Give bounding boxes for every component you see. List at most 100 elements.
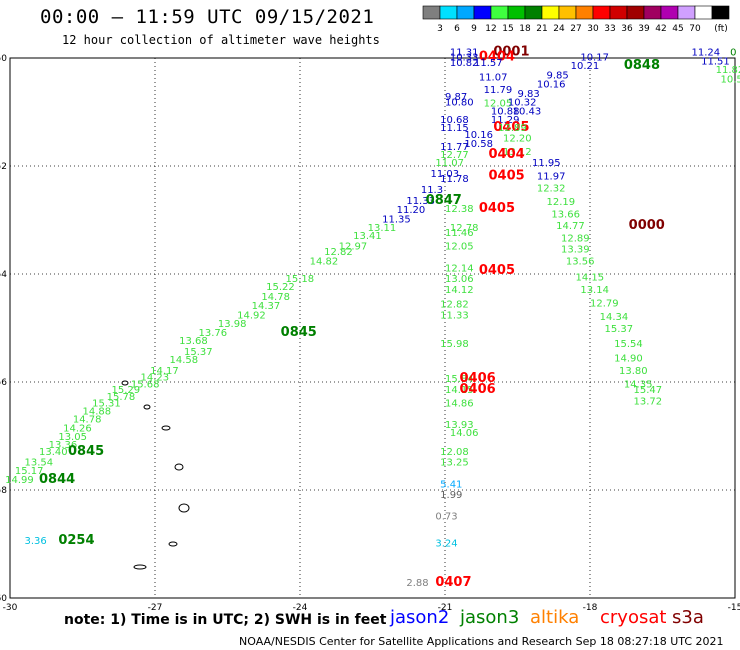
wave-height-label: 14.90 <box>614 353 643 364</box>
y-tick-label: -58 <box>0 486 7 496</box>
wave-height-label: 14.58 <box>170 355 199 366</box>
colorbar-swatch <box>711 5 730 20</box>
satellite-jason3: jason3 <box>460 607 520 628</box>
colorbar-swatch <box>677 5 696 20</box>
wave-height-label: 11.46 <box>445 228 474 239</box>
colorbar-label: 45 <box>672 24 683 34</box>
wave-height-label: 11.79 <box>484 85 513 96</box>
colorbar-label: 18 <box>519 24 531 34</box>
wave-height-label: 14.78 <box>261 292 290 303</box>
island-outline <box>168 541 178 547</box>
wave-height-label: 11.35 <box>382 215 411 226</box>
wave-height-label: 13.56 <box>566 256 595 267</box>
colorbar-label: 12 <box>485 24 496 34</box>
wave-height-label: 13.80 <box>619 366 648 377</box>
wave-height-label: 14.99 <box>5 475 34 486</box>
pass-time-label: 0405 <box>493 120 529 135</box>
wave-height-label: 0 <box>730 47 736 58</box>
pass-time-label: 0001 <box>493 44 529 59</box>
x-tick-label: -21 <box>438 603 453 613</box>
colorbar-label: 6 <box>454 24 460 34</box>
wave-height-label: 10.32 <box>508 98 537 109</box>
wave-height-label: 0.73 <box>435 512 457 523</box>
colorbar-label: 39 <box>638 24 650 34</box>
pass-time-label: 0847 <box>426 193 462 208</box>
wave-height-label: 11.82 <box>716 65 740 76</box>
colorbar-label: 27 <box>570 24 581 34</box>
y-tick-label: -56 <box>0 378 7 388</box>
credit-line: NOAA/NESDIS Center for Satellite Applica… <box>239 635 724 648</box>
wave-height-label: 13.14 <box>580 285 609 296</box>
y-tick-label: -54 <box>0 270 7 280</box>
wave-height-label: 11.24 <box>692 47 721 58</box>
wave-height-label: 13.98 <box>218 319 247 330</box>
pass-time-label: 0845 <box>68 444 104 459</box>
pass-time-label: 0406 <box>460 371 496 386</box>
island-outline <box>174 463 184 471</box>
wave-height-label: 14.17 <box>150 366 179 377</box>
wave-height-label: 11.29 <box>491 115 520 126</box>
wave-height-label: 12.97 <box>339 242 368 253</box>
island-outline <box>178 503 190 513</box>
footnote: note: 1) Time is in UTC; 2) SWH is in fe… <box>64 612 387 628</box>
colorbar-label: 15 <box>502 24 513 34</box>
wave-height-label: 5.41 <box>440 479 462 490</box>
wave-height-label: 10.82 <box>450 58 479 69</box>
wave-height-label: 15.54 <box>614 339 643 350</box>
wave-height-label: 12.14 <box>445 263 474 274</box>
wave-height-label: 11.07 <box>479 73 508 84</box>
wave-height-label: 12.78 <box>450 223 479 234</box>
wave-height-label: 13.54 <box>25 458 54 469</box>
colorbar-label: 30 <box>587 24 599 34</box>
wave-height-label: 12.32 <box>537 183 566 194</box>
wave-height-label: 11.95 <box>532 158 561 169</box>
pass-time-label: 0404 <box>489 147 525 162</box>
wave-height-label: 15.17 <box>15 466 44 477</box>
wave-height-label: 14.78 <box>73 415 102 426</box>
pass-time-label: 0844 <box>39 472 75 487</box>
wave-height-label: 10.68 <box>440 115 469 126</box>
wave-height-label: 12.82 <box>324 247 353 258</box>
wave-height-label: 12.05 <box>484 99 513 110</box>
satellite-s3a: s3a <box>672 607 704 628</box>
satellite-jason2: jason2 <box>390 607 450 628</box>
colorbar-swatch <box>422 5 441 20</box>
pass-time-label: 0405 <box>479 263 515 278</box>
colorbar-swatch <box>592 5 611 20</box>
wave-height-label: 11.33 <box>440 310 469 321</box>
wave-height-label: 10.21 <box>571 61 600 72</box>
wave-height-label: 12.77 <box>440 150 469 161</box>
wave-height-label: 3.36 <box>25 536 47 547</box>
wave-height-label: 15.84 <box>445 374 474 385</box>
wave-height-label: 15.47 <box>634 385 663 396</box>
satellite-altika: altika <box>530 607 580 628</box>
wave-height-label: 11.03 <box>431 169 460 180</box>
wave-height-label: 11.33 <box>406 196 435 207</box>
y-tick-label: -52 <box>0 162 7 172</box>
wave-height-label: 14.06 <box>450 428 479 439</box>
wave-height-label: 11.77 <box>440 142 469 153</box>
page-title: 00:00 – 11:59 UTC 09/15/2021 <box>40 6 375 28</box>
colorbar-swatch <box>643 5 662 20</box>
colorbar-swatch <box>694 5 713 20</box>
wave-height-label: 9.83 <box>518 89 540 100</box>
wave-height-label: 11.57 <box>474 58 503 69</box>
wave-height-label: 13.41 <box>353 231 382 242</box>
wave-height-label: 13.39 <box>561 244 590 255</box>
wave-height-label: 10.16 <box>537 80 566 91</box>
wave-height-label: 13.76 <box>199 328 228 339</box>
wave-height-label: 15.78 <box>107 392 136 403</box>
colorbar-swatch <box>609 5 628 20</box>
wave-height-label: 14.26 <box>63 424 92 435</box>
colorbar-swatch <box>507 5 526 20</box>
wave-height-label: 13.66 <box>551 209 580 220</box>
wave-height-label: 14.77 <box>556 221 585 232</box>
wave-height-label: 14.37 <box>252 301 281 312</box>
colorbar-label: 33 <box>604 24 615 34</box>
wave-height-label: 9.85 <box>547 71 569 82</box>
wave-height-label: 13.40 <box>39 447 68 458</box>
wave-height-label: 10.88 <box>491 107 520 118</box>
wave-height-label: 15.68 <box>131 379 160 390</box>
pass-time-label: 0405 <box>479 201 515 216</box>
